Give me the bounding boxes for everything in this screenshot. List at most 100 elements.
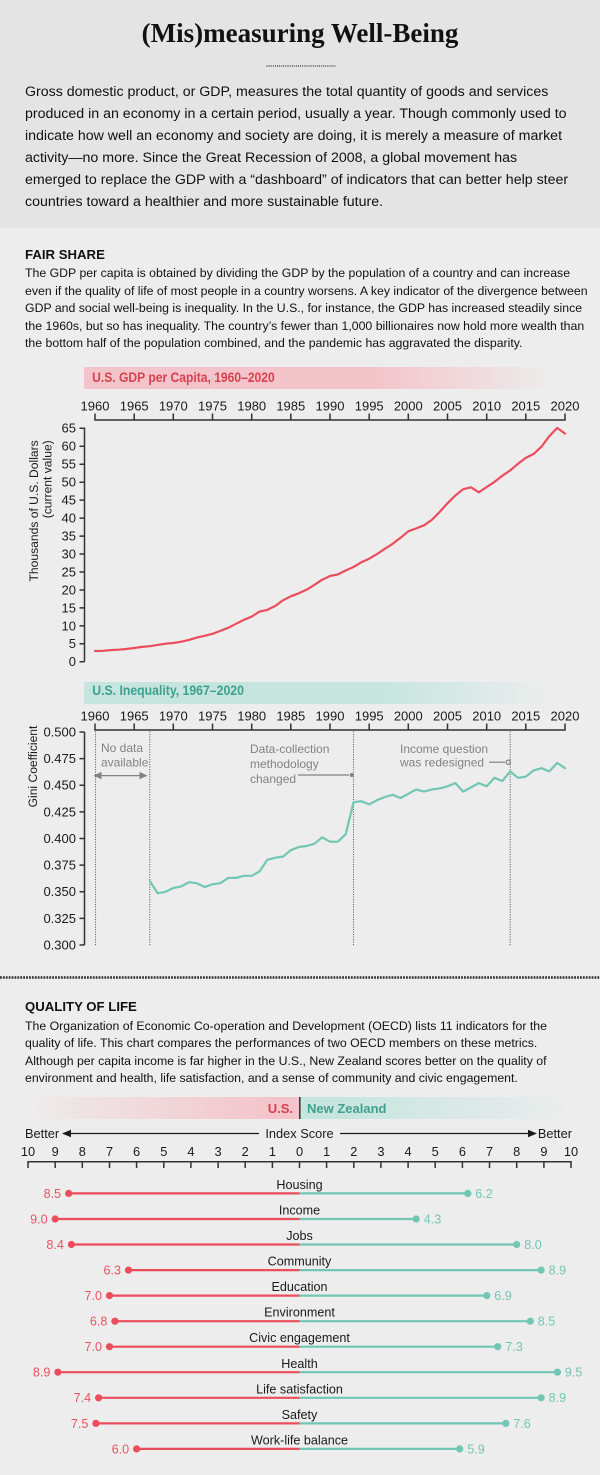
svg-text:1990: 1990	[316, 399, 345, 414]
svg-text:2015: 2015	[511, 399, 540, 414]
svg-text:5: 5	[432, 1144, 439, 1159]
svg-text:7: 7	[486, 1144, 493, 1159]
svg-text:7.5: 7.5	[71, 1417, 89, 1431]
svg-text:1970: 1970	[159, 709, 188, 724]
svg-text:1975: 1975	[198, 399, 227, 414]
svg-text:Safety: Safety	[282, 1408, 318, 1422]
svg-text:1985: 1985	[276, 399, 305, 414]
svg-text:6.9: 6.9	[494, 1289, 512, 1303]
svg-text:8.5: 8.5	[44, 1187, 62, 1201]
svg-text:0: 0	[69, 654, 76, 669]
svg-text:5: 5	[160, 1144, 167, 1159]
svg-text:7.4: 7.4	[74, 1391, 92, 1405]
svg-text:2005: 2005	[433, 399, 462, 414]
svg-text:1980: 1980	[237, 709, 266, 724]
svg-text:9.0: 9.0	[30, 1212, 48, 1226]
svg-text:8: 8	[513, 1144, 520, 1159]
svg-text:1965: 1965	[120, 709, 149, 724]
svg-text:7: 7	[106, 1144, 113, 1159]
svg-text:7.0: 7.0	[84, 1340, 102, 1354]
svg-text:Jobs: Jobs	[286, 1229, 313, 1243]
svg-text:5.9: 5.9	[467, 1442, 485, 1456]
svg-text:4.3: 4.3	[424, 1212, 442, 1226]
svg-text:15: 15	[62, 600, 76, 615]
svg-text:2010: 2010	[472, 399, 501, 414]
svg-text:0.300: 0.300	[43, 937, 76, 952]
svg-text:1980: 1980	[237, 399, 266, 414]
svg-text:1995: 1995	[355, 709, 384, 724]
svg-text:1: 1	[269, 1144, 276, 1159]
svg-text:7.3: 7.3	[505, 1340, 523, 1354]
svg-text:Work-life balance: Work-life balance	[251, 1433, 348, 1447]
svg-text:2005: 2005	[433, 709, 462, 724]
svg-text:New Zealand: New Zealand	[307, 1101, 387, 1116]
svg-text:9.5: 9.5	[565, 1366, 583, 1380]
svg-text:Environment: Environment	[264, 1306, 335, 1320]
svg-text:Health: Health	[281, 1357, 317, 1371]
svg-text:6.8: 6.8	[90, 1315, 108, 1329]
svg-text:Income: Income	[279, 1204, 320, 1218]
svg-text:1975: 1975	[198, 709, 227, 724]
svg-text:Life satisfaction: Life satisfaction	[256, 1382, 343, 1396]
svg-text:6: 6	[459, 1144, 466, 1159]
svg-text:2: 2	[242, 1144, 249, 1159]
svg-text:3: 3	[377, 1144, 384, 1159]
svg-text:40: 40	[62, 511, 76, 526]
svg-text:8.9: 8.9	[33, 1366, 51, 1380]
svg-text:Thousands of U.S. Dollars: Thousands of U.S. Dollars	[27, 440, 41, 581]
svg-text:available: available	[101, 756, 149, 770]
svg-text:Index Score: Index Score	[265, 1126, 333, 1141]
svg-text:50: 50	[62, 475, 76, 490]
svg-text:4: 4	[405, 1144, 412, 1159]
svg-text:55: 55	[62, 457, 76, 472]
svg-text:6: 6	[133, 1144, 140, 1159]
svg-text:1970: 1970	[159, 399, 188, 414]
svg-text:1985: 1985	[276, 709, 305, 724]
svg-text:0.450: 0.450	[43, 778, 76, 793]
svg-text:0.375: 0.375	[43, 858, 76, 873]
svg-text:Community: Community	[268, 1255, 332, 1269]
svg-text:was redesigned: was redesigned	[399, 756, 484, 770]
svg-text:2000: 2000	[394, 399, 423, 414]
svg-text:No data: No data	[101, 741, 143, 755]
svg-text:8.0: 8.0	[524, 1238, 542, 1252]
svg-text:2015: 2015	[511, 709, 540, 724]
svg-text:1960: 1960	[81, 399, 110, 414]
svg-text:Gini Coefficient: Gini Coefficient	[26, 725, 40, 807]
svg-text:20: 20	[62, 582, 76, 597]
svg-text:7.6: 7.6	[513, 1417, 531, 1431]
svg-text:1995: 1995	[355, 399, 384, 414]
svg-text:5: 5	[69, 636, 76, 651]
svg-text:Education: Education	[271, 1280, 327, 1294]
svg-text:0.325: 0.325	[43, 911, 76, 926]
svg-text:0.500: 0.500	[43, 724, 76, 739]
svg-text:45: 45	[62, 493, 76, 508]
svg-text:10: 10	[564, 1144, 578, 1159]
svg-text:30: 30	[62, 546, 76, 561]
svg-text:10: 10	[62, 618, 76, 633]
svg-text:8.9: 8.9	[549, 1391, 567, 1405]
svg-text:Data-collection: Data-collection	[250, 742, 329, 756]
svg-text:Better: Better	[25, 1126, 60, 1141]
svg-text:Better: Better	[538, 1126, 573, 1141]
svg-text:1: 1	[323, 1144, 330, 1159]
svg-text:8: 8	[79, 1144, 86, 1159]
svg-text:9: 9	[540, 1144, 547, 1159]
svg-text:Housing: Housing	[276, 1178, 322, 1192]
svg-text:0: 0	[296, 1144, 303, 1159]
svg-text:methodology: methodology	[250, 757, 319, 771]
svg-text:6.3: 6.3	[103, 1264, 121, 1278]
svg-text:2000: 2000	[394, 709, 423, 724]
svg-text:Income question: Income question	[400, 742, 488, 756]
svg-text:8.9: 8.9	[549, 1264, 567, 1278]
svg-text:0.425: 0.425	[43, 804, 76, 819]
svg-text:3: 3	[215, 1144, 222, 1159]
svg-text:2020: 2020	[551, 399, 580, 414]
svg-text:2010: 2010	[472, 709, 501, 724]
svg-text:0.475: 0.475	[43, 751, 76, 766]
svg-text:25: 25	[62, 564, 76, 579]
svg-text:60: 60	[62, 439, 76, 454]
svg-text:1965: 1965	[120, 399, 149, 414]
svg-text:2020: 2020	[551, 709, 580, 724]
svg-text:1960: 1960	[81, 709, 110, 724]
